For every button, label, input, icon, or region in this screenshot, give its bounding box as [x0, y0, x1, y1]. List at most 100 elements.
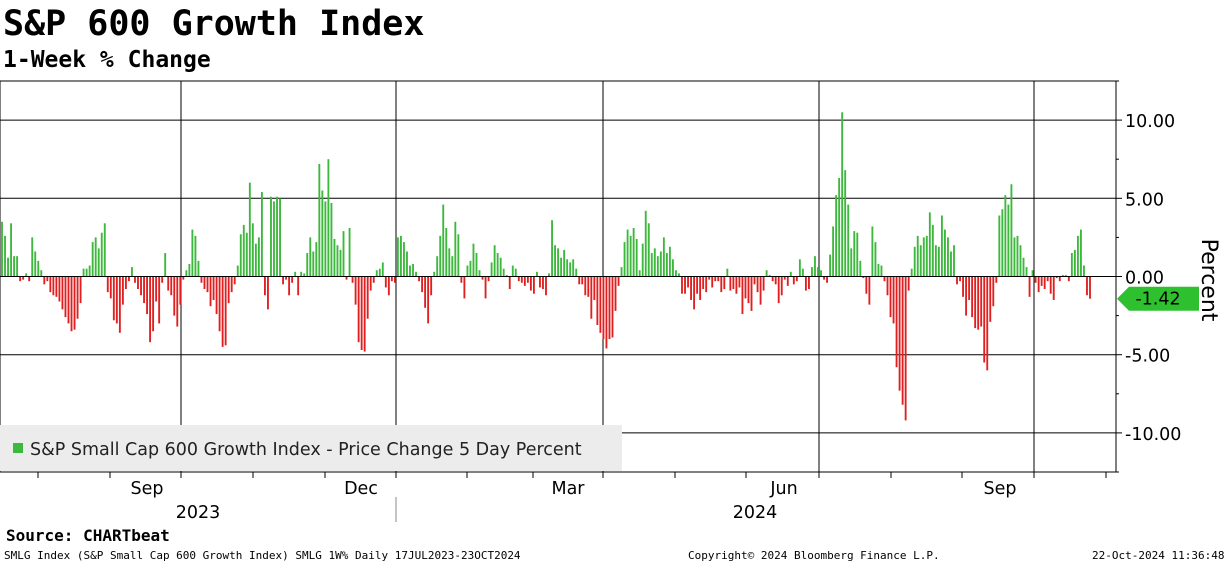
- bar: [977, 276, 980, 330]
- bar: [656, 256, 659, 277]
- bar: [233, 276, 236, 285]
- bar: [762, 276, 765, 291]
- bar: [288, 276, 291, 296]
- bar: [460, 276, 463, 283]
- bar: [415, 271, 417, 277]
- bar: [200, 276, 203, 283]
- bar: [212, 276, 215, 300]
- bar: [70, 276, 73, 332]
- bar: [623, 242, 626, 277]
- bar: [980, 276, 983, 327]
- bar: [333, 238, 336, 277]
- last-value-tag-shape: [1117, 286, 1199, 311]
- legend[interactable]: S&P Small Cap 600 Growth Index - Price C…: [0, 425, 622, 471]
- bar: [315, 242, 318, 277]
- bar: [248, 182, 251, 277]
- bar: [581, 276, 584, 285]
- bar: [372, 276, 375, 283]
- bar: [469, 260, 472, 277]
- bar: [227, 276, 230, 304]
- bar: [251, 223, 254, 277]
- bar: [182, 276, 185, 280]
- bar: [433, 271, 436, 277]
- bar: [505, 274, 508, 277]
- bar: [149, 276, 152, 343]
- bar: [783, 276, 786, 280]
- bar: [925, 235, 928, 277]
- bar: [224, 276, 227, 346]
- bar: [611, 276, 614, 338]
- bar: [829, 254, 832, 277]
- year-label: 2023: [176, 503, 221, 523]
- bar: [400, 235, 402, 277]
- bar: [152, 276, 155, 332]
- bar: [188, 263, 191, 277]
- bar: [106, 276, 109, 293]
- bar: [953, 245, 955, 277]
- bar: [52, 276, 55, 296]
- bar: [551, 220, 553, 277]
- bar: [823, 276, 825, 280]
- bar: [1034, 276, 1037, 283]
- bar: [569, 262, 572, 277]
- bar: [170, 276, 173, 296]
- bar: [378, 268, 381, 277]
- bar: [959, 276, 961, 282]
- bar: [327, 159, 330, 277]
- bar: [55, 276, 58, 297]
- bar: [965, 276, 968, 316]
- bar: [82, 268, 85, 277]
- bar: [396, 237, 399, 277]
- bar: [43, 276, 46, 285]
- y-tick-label: 10.00: [1125, 112, 1175, 132]
- bar: [442, 204, 445, 277]
- bar: [363, 276, 366, 352]
- bar: [865, 276, 868, 294]
- y-tick-label: -5.00: [1125, 347, 1170, 367]
- bar: [436, 256, 439, 277]
- bar: [390, 276, 393, 282]
- bar: [798, 259, 801, 277]
- bar: [354, 276, 357, 305]
- bar: [744, 276, 747, 299]
- bar: [19, 276, 22, 282]
- bar: [635, 238, 638, 277]
- bar: [403, 242, 405, 277]
- bar: [947, 237, 949, 277]
- bar: [13, 256, 16, 277]
- bar: [523, 276, 526, 286]
- bar: [847, 204, 850, 277]
- bar: [563, 249, 566, 277]
- bar: [554, 245, 556, 277]
- bar: [1076, 235, 1079, 277]
- bar: [587, 276, 590, 297]
- bar: [291, 276, 294, 283]
- bar: [514, 268, 517, 277]
- bar: [593, 276, 596, 300]
- bar: [808, 276, 810, 290]
- bar: [777, 276, 780, 304]
- bar: [167, 276, 170, 291]
- bar: [375, 270, 378, 277]
- bar: [28, 276, 31, 282]
- bar: [445, 228, 448, 277]
- bar: [487, 276, 490, 282]
- bar: [992, 276, 995, 307]
- bar: [792, 276, 795, 285]
- bar: [112, 276, 115, 321]
- x-axis: Sep Dec Mar Jun Sep 2023 2024: [37, 472, 1107, 523]
- bar: [312, 251, 315, 277]
- y-tick-label: 0.00: [1125, 269, 1164, 289]
- bar: [687, 276, 689, 288]
- bar: [463, 276, 466, 299]
- bar: [539, 276, 541, 288]
- bar: [862, 276, 865, 279]
- bar: [986, 276, 989, 371]
- bar: [901, 276, 904, 405]
- bar: [409, 265, 411, 277]
- bar: [191, 229, 194, 277]
- bar: [424, 276, 427, 308]
- bar: [206, 276, 209, 293]
- footer-timestamp: 22-Oct-2024 11:36:48: [1092, 549, 1224, 562]
